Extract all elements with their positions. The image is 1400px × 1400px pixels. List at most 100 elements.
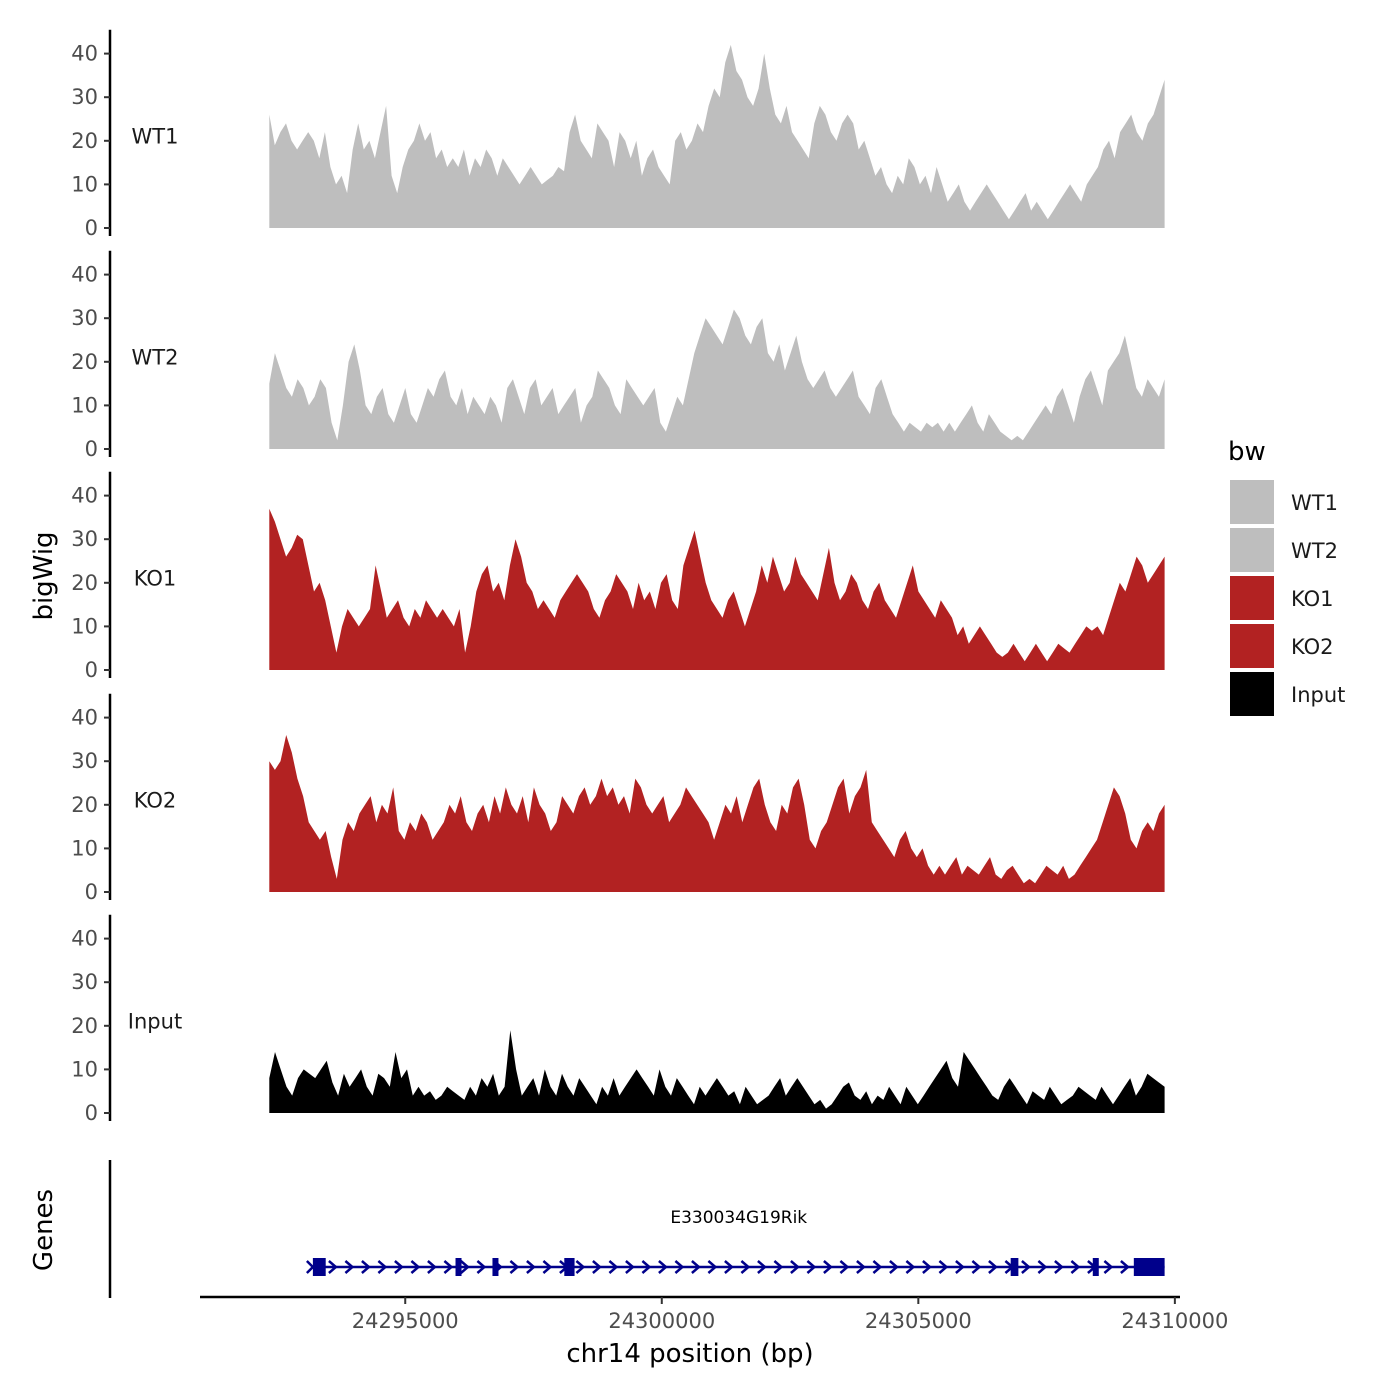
- legend-swatch-ko1: [1230, 576, 1274, 620]
- gene-name-label: E330034G19Rik: [670, 1208, 807, 1228]
- strand-arrow: [1021, 1260, 1031, 1274]
- strand-arrow: [641, 1260, 652, 1274]
- strand-arrow: [509, 1260, 520, 1274]
- strand-arrow: [674, 1260, 685, 1274]
- legend-swatch-input: [1230, 672, 1274, 716]
- y-tick-label: 20: [71, 350, 98, 374]
- coverage-area-ko2: [269, 735, 1165, 892]
- strand-arrow: [328, 1260, 338, 1274]
- gene-exon: [564, 1258, 575, 1276]
- strand-arrow: [691, 1260, 701, 1274]
- track-label: KO1: [134, 566, 177, 590]
- y-tick-label: 40: [71, 927, 98, 951]
- x-tick-label: 24310000: [1121, 1309, 1228, 1333]
- y-tick-label: 20: [71, 1014, 98, 1038]
- strand-arrow: [476, 1260, 487, 1274]
- x-axis: 24295000 24300000 24305000 24310000: [200, 1295, 1228, 1333]
- track-label: WT2: [132, 345, 179, 369]
- strand-arrow: [608, 1260, 619, 1274]
- strand-arrow: [377, 1260, 388, 1274]
- gene-exon: [312, 1258, 326, 1276]
- strand-arrow: [361, 1260, 371, 1274]
- strand-arrow: [773, 1260, 784, 1274]
- gene-exon: [1010, 1258, 1019, 1276]
- coverage-area-wt1: [269, 44, 1165, 229]
- strand-arrow: [344, 1260, 355, 1274]
- y-tick-label: 0: [85, 216, 98, 240]
- y-tick-label: 40: [71, 484, 98, 508]
- y-tick-label: 20: [71, 571, 98, 595]
- y-tick-label: 40: [71, 42, 98, 66]
- y-tick-label: 30: [71, 527, 98, 551]
- y-tick-label: 30: [71, 970, 98, 994]
- strand-arrow: [938, 1260, 949, 1274]
- legend-title: bw: [1228, 437, 1266, 467]
- legend-swatch-wt2: [1230, 528, 1274, 572]
- strand-arrow: [872, 1260, 883, 1274]
- legend-label-wt2: WT2: [1291, 539, 1338, 563]
- y-tick-label: 10: [71, 614, 98, 638]
- gene-exon: [1133, 1258, 1165, 1276]
- track-input: 0 10 20 30 40 Input: [71, 914, 1165, 1125]
- gene-exon: [492, 1258, 499, 1276]
- x-tick-label: 24300000: [608, 1309, 715, 1333]
- strand-arrow: [988, 1260, 998, 1274]
- track-ko1: 0 10 20 30 40 KO1: [71, 471, 1165, 682]
- coverage-area-input: [269, 1030, 1165, 1113]
- strand-arrow: [971, 1260, 982, 1274]
- strand-arrow: [955, 1260, 965, 1274]
- track-wt2: 0 10 20 30 40 WT2: [71, 250, 1165, 461]
- legend-swatch-wt1: [1230, 480, 1274, 524]
- strand-arrow: [592, 1260, 602, 1274]
- gene-exon: [1092, 1258, 1099, 1276]
- y-tick-label: 0: [85, 658, 98, 682]
- legend-label-wt1: WT1: [1291, 491, 1338, 515]
- strand-arrow: [460, 1260, 470, 1274]
- genes-track-title: Genes: [29, 1189, 59, 1271]
- strand-arrow: [823, 1260, 833, 1274]
- y-tick-label: 10: [71, 836, 98, 860]
- y-tick-label: 20: [71, 129, 98, 153]
- strand-arrow: [790, 1260, 800, 1274]
- strand-arrow: [427, 1260, 437, 1274]
- strand-arrow: [575, 1260, 586, 1274]
- legend-swatch-ko2: [1230, 624, 1274, 668]
- strand-arrow: [889, 1260, 899, 1274]
- y-tick-label: 10: [71, 393, 98, 417]
- y-tick-label: 30: [71, 85, 98, 109]
- coverage-area-ko1: [269, 508, 1165, 670]
- track-label: Input: [128, 1009, 182, 1033]
- track-ko2: 0 10 20 30 40 KO2: [71, 693, 1165, 904]
- y-tick-label: 0: [85, 1101, 98, 1125]
- legend-label-input: Input: [1291, 683, 1345, 707]
- y-tick-label: 10: [71, 172, 98, 196]
- x-tick-label: 24305000: [865, 1309, 972, 1333]
- coverage-tracks: 0 10 20 30 40 WT1 0 10 20 30 40 WT2 0 10 20 30 40 KO1 0 10 2…: [71, 29, 1165, 1125]
- strand-arrow: [905, 1260, 916, 1274]
- gene-exon: [455, 1258, 462, 1276]
- y-tick-label: 0: [85, 880, 98, 904]
- strand-arrow: [1070, 1260, 1081, 1274]
- y-tick-label: 0: [85, 437, 98, 461]
- strand-arrow: [443, 1260, 454, 1274]
- legend-label-ko1: KO1: [1291, 587, 1334, 611]
- coverage-area-wt2: [269, 309, 1165, 449]
- x-tick-label: 24295000: [352, 1309, 459, 1333]
- y-tick-label: 30: [71, 749, 98, 773]
- legend: bw WT1 WT2 KO1 KO2 Input: [1228, 437, 1345, 716]
- y-tick-label: 40: [71, 263, 98, 287]
- y-axis-title: bigWig: [29, 531, 59, 620]
- strand-arrow: [625, 1260, 635, 1274]
- strand-arrow: [1037, 1260, 1048, 1274]
- strand-arrow: [526, 1260, 536, 1274]
- y-tick-label: 40: [71, 706, 98, 730]
- strand-arrow: [410, 1260, 421, 1274]
- strand-arrow: [542, 1260, 553, 1274]
- strand-arrow: [707, 1260, 718, 1274]
- strand-arrow: [394, 1260, 404, 1274]
- genes-track: E330034G19Rik: [108, 1160, 1165, 1298]
- strand-arrow: [740, 1260, 751, 1274]
- x-axis-title: chr14 position (bp): [566, 1339, 813, 1369]
- track-label: KO2: [134, 788, 177, 812]
